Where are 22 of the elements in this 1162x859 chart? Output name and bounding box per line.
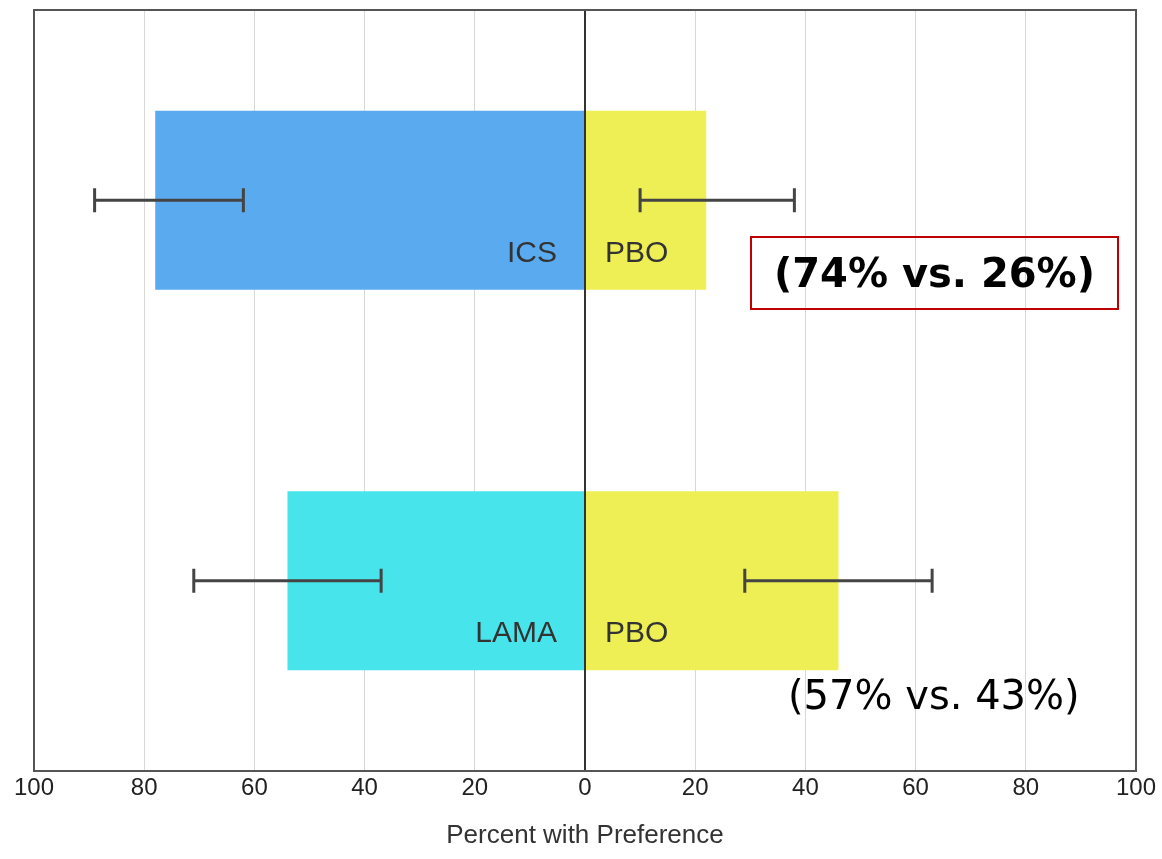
bar <box>586 491 839 671</box>
x-tick-label: 100 <box>1115 773 1157 801</box>
x-axis-title: Percent with Preference <box>446 818 724 849</box>
annotation: (57% vs. 43%) <box>788 672 1080 718</box>
x-tick-label: 60 <box>241 773 268 801</box>
data-label: PBO <box>605 615 669 649</box>
data-label: ICS <box>506 234 557 268</box>
x-tick-label: 20 <box>681 773 709 801</box>
data-label: LAMA <box>475 615 557 649</box>
x-tick-label: 80 <box>130 773 158 801</box>
x-tick-label: 40 <box>792 773 819 801</box>
x-tick-label: 60 <box>902 773 929 801</box>
bar <box>287 491 584 671</box>
x-tick-label: 0 <box>578 773 592 801</box>
bar <box>586 110 707 290</box>
bar <box>155 110 584 290</box>
framed-note: (74% vs. 26%) <box>750 236 1119 310</box>
x-tick-label: 20 <box>461 773 489 801</box>
x-tick-label: 100 <box>13 773 55 801</box>
x-tick-label: 80 <box>1012 773 1040 801</box>
x-tick-label: 40 <box>351 773 378 801</box>
data-label: PBO <box>605 234 669 268</box>
